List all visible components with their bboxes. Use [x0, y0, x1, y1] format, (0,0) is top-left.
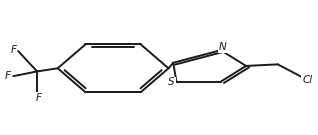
Text: S: S: [168, 77, 175, 87]
Text: F: F: [36, 93, 42, 103]
Text: F: F: [5, 71, 11, 81]
Text: N: N: [218, 42, 226, 52]
Text: F: F: [10, 45, 16, 55]
Text: Cl: Cl: [302, 75, 312, 85]
